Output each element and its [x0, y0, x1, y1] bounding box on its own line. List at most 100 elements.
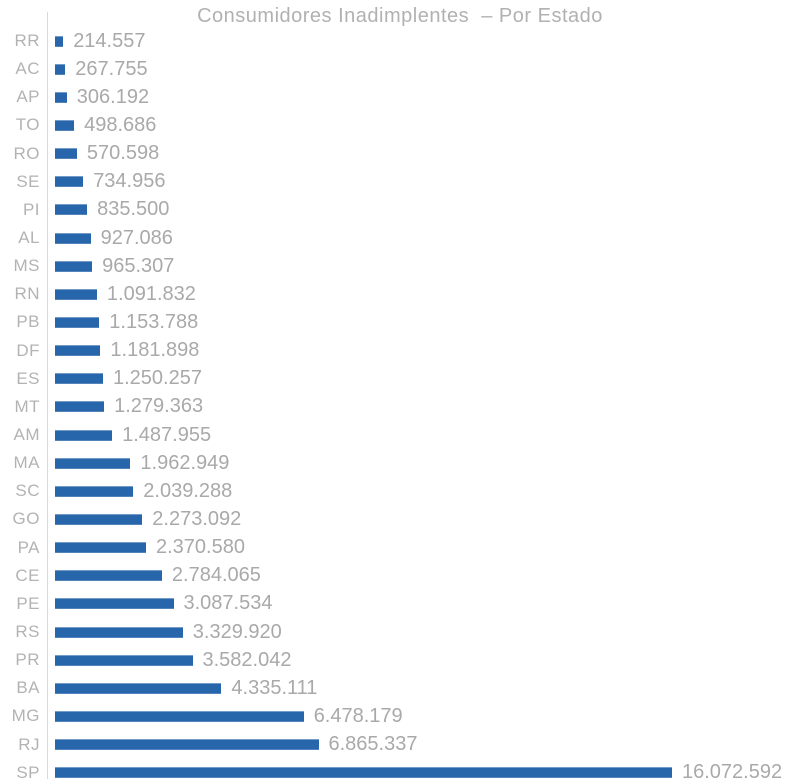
bar	[55, 570, 162, 582]
bar	[55, 260, 93, 272]
category-label: DF	[16, 340, 40, 360]
bar	[55, 654, 193, 666]
value-label: 4.335.111	[231, 676, 318, 699]
bar-row: RN 1.091.832	[0, 280, 800, 308]
value-label: 1.250.257	[113, 367, 202, 390]
value-label: 267.755	[75, 57, 148, 80]
category-label: PR	[15, 650, 40, 670]
bar	[55, 345, 101, 357]
value-label: 734.956	[93, 170, 166, 193]
bar-row: AM 1.487.955	[0, 421, 800, 449]
category-label: CE	[15, 565, 40, 585]
category-label: PE	[16, 593, 40, 613]
bar-row: RR 214.557	[0, 27, 800, 55]
bar-row: MA 1.962.949	[0, 449, 800, 477]
bar-row: PE 3.087.534	[0, 590, 800, 618]
bar	[55, 232, 91, 244]
bar-row: RS 3.329.920	[0, 618, 800, 646]
bar-row: MT 1.279.363	[0, 393, 800, 421]
value-label: 2.784.065	[171, 564, 261, 587]
category-label: MG	[11, 706, 40, 726]
category-label: BA	[16, 678, 40, 698]
category-label: ES	[16, 368, 40, 388]
bar	[55, 513, 143, 525]
bar	[55, 485, 134, 497]
value-label: 3.087.534	[183, 592, 273, 615]
bar	[55, 739, 319, 751]
category-label: RS	[15, 622, 40, 642]
bar	[55, 373, 103, 385]
category-label: SE	[16, 171, 40, 191]
value-label: 1.962.949	[140, 451, 230, 474]
bar	[55, 148, 77, 160]
value-label: 306.192	[76, 85, 150, 108]
bar-row: SC 2.039.288	[0, 477, 800, 505]
bar-row: TO 498.686	[0, 111, 800, 139]
bar	[55, 401, 105, 413]
bar	[55, 457, 131, 469]
bar-row: GO 2.273.092	[0, 505, 800, 533]
bar-row: DF 1.181.898	[0, 337, 800, 365]
category-label: TO	[15, 115, 40, 135]
value-label: 2.273.092	[152, 507, 242, 530]
bar	[55, 682, 222, 694]
bar-row: PB 1.153.788	[0, 308, 800, 336]
category-label: AM	[13, 425, 40, 445]
value-label: 1.091.832	[106, 282, 196, 305]
value-label: 6.865.337	[328, 733, 418, 756]
value-label: 6.478.179	[313, 704, 403, 727]
bar-row: SP 16.072.592	[0, 759, 800, 779]
bar-row: PI 835.500	[0, 196, 800, 224]
bar-row: AC 267.755	[0, 55, 800, 83]
bar	[55, 542, 146, 554]
bar-row: SE 734.956	[0, 168, 800, 196]
bar-row: BA 4.335.111	[0, 674, 800, 702]
bar	[55, 767, 672, 779]
value-label: 1.181.898	[110, 339, 200, 362]
chart-title: Consumidores Inadimplentes – Por Estado	[197, 5, 603, 27]
bar	[55, 176, 84, 188]
value-label: 3.329.920	[192, 620, 282, 643]
value-label: 1.279.363	[114, 395, 204, 418]
y-axis-line	[47, 12, 48, 779]
value-label: 498.686	[84, 113, 157, 136]
bar	[55, 598, 174, 610]
value-label: 1.487.955	[122, 423, 212, 446]
category-label: PB	[16, 312, 40, 332]
bar	[55, 63, 66, 75]
category-label: PI	[22, 199, 40, 219]
bar	[55, 626, 183, 638]
category-label: PA	[17, 537, 40, 557]
bar-row: MG 6.478.179	[0, 702, 800, 730]
category-label: MA	[13, 453, 40, 473]
category-label: SC	[15, 481, 40, 501]
bar	[55, 91, 67, 103]
bar	[55, 119, 75, 131]
category-label: RJ	[18, 734, 40, 754]
bar-row: AL 927.086	[0, 224, 800, 252]
bar	[55, 429, 113, 441]
bar	[55, 35, 64, 47]
value-label: 16.072.592	[682, 761, 783, 779]
category-label: AC	[15, 59, 40, 79]
category-label: RO	[13, 143, 40, 163]
bar-row: RJ 6.865.337	[0, 731, 800, 759]
value-label: 570.598	[86, 142, 160, 165]
bar	[55, 204, 88, 216]
category-label: GO	[12, 509, 40, 529]
bar-row: PA 2.370.580	[0, 534, 800, 562]
value-label: 2.039.288	[143, 479, 233, 502]
bar-row: AP 306.192	[0, 83, 800, 111]
bar	[55, 710, 304, 722]
category-label: MT	[14, 396, 40, 416]
plot-area: RR 214.557 AC 267.755 AP 306.192 TO 498.…	[0, 27, 800, 779]
bar	[55, 288, 97, 300]
value-label: 3.582.042	[202, 648, 292, 671]
bar-row: MS 965.307	[0, 252, 800, 280]
bar	[55, 316, 100, 328]
bar-row: RO 570.598	[0, 140, 800, 168]
value-label: 965.307	[102, 254, 175, 277]
bar-row: ES 1.250.257	[0, 365, 800, 393]
category-label: AP	[16, 87, 40, 107]
